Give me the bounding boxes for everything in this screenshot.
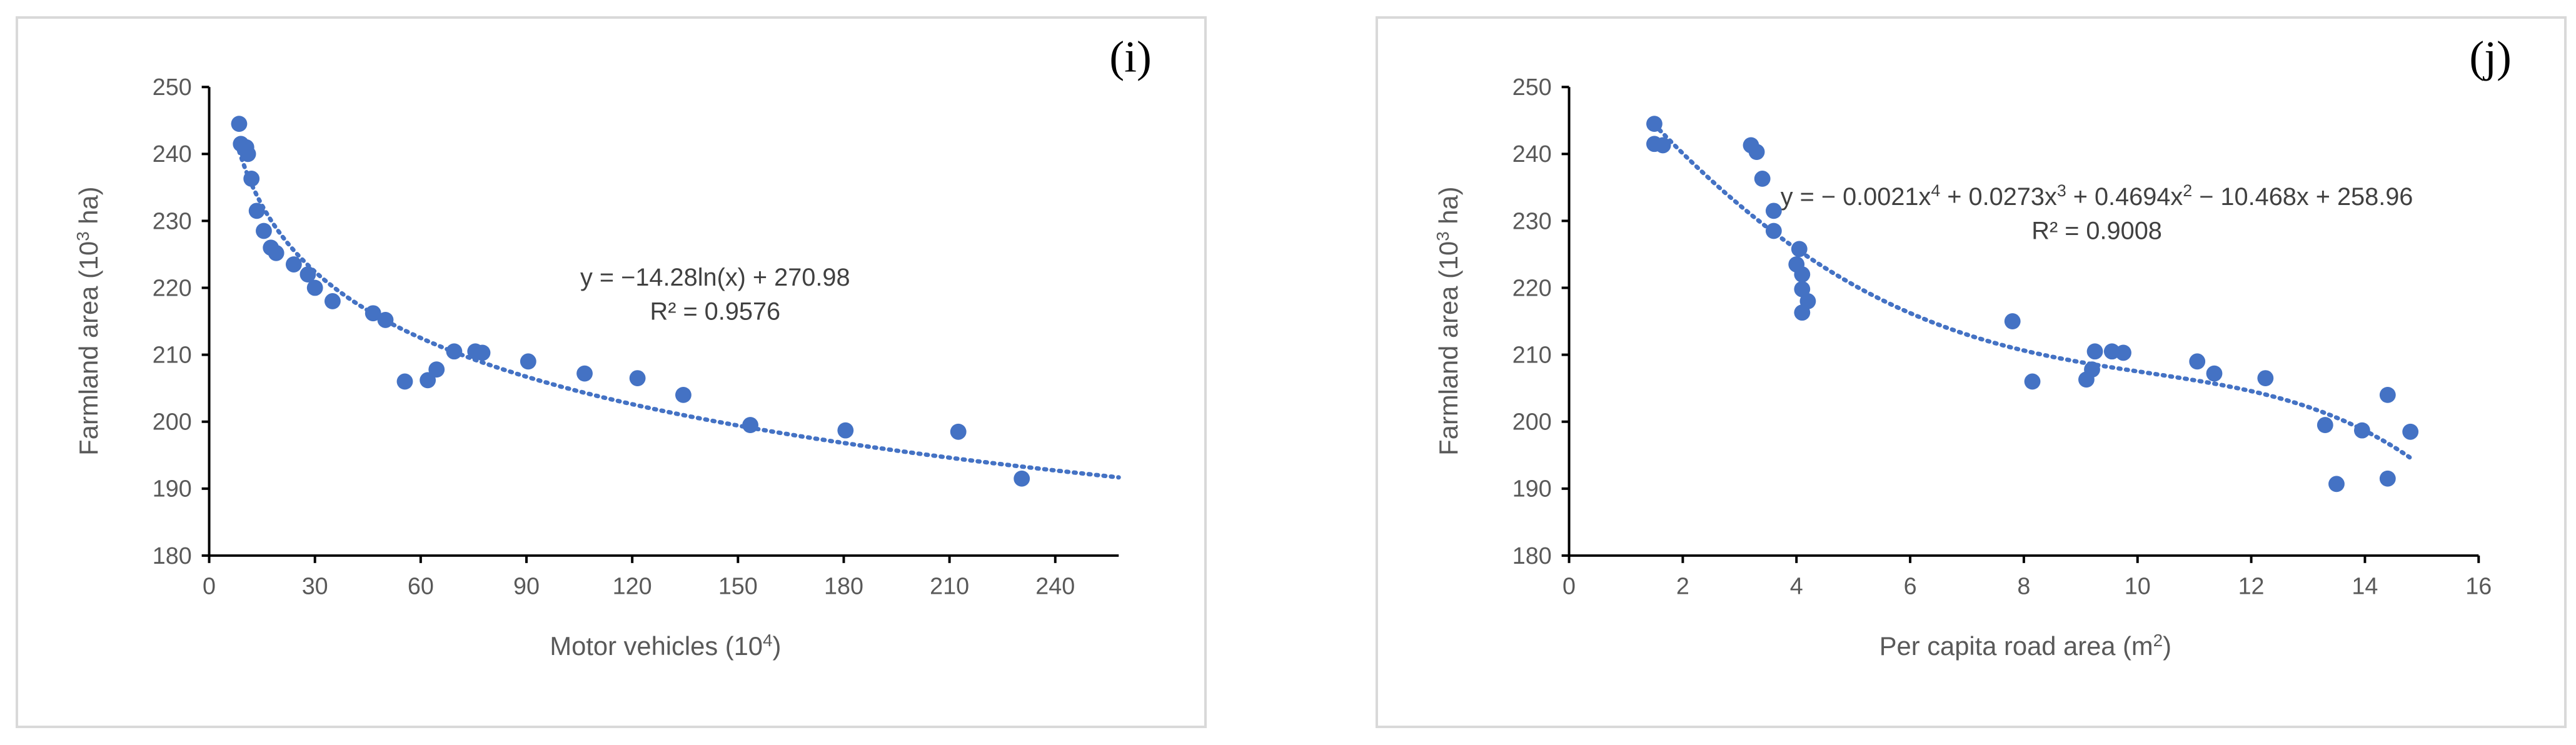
data-point — [2379, 386, 2396, 403]
trendline-equation: y = −14.28ln(x) + 270.98 — [580, 264, 850, 291]
data-point — [2206, 365, 2223, 382]
data-point — [2024, 373, 2041, 390]
x-tick-label: 4 — [1790, 572, 1803, 599]
x-tick-label: 10 — [2125, 572, 2151, 599]
chart-panel-j: (j) Per capita road area (m2) Farmland a… — [1376, 16, 2567, 728]
data-point — [1791, 241, 1808, 258]
data-point — [1654, 137, 1671, 154]
data-point — [268, 244, 284, 261]
x-tick-label: 14 — [2352, 572, 2378, 599]
trendline-equation: y = − 0.0021x4 + 0.0273x3 + 0.4694x2 − 1… — [1781, 181, 2413, 211]
x-axis-title: Motor vehicles (104) — [550, 631, 781, 661]
y-tick-label: 250 — [153, 74, 192, 100]
data-point — [742, 417, 758, 433]
x-tick-label: 210 — [930, 572, 969, 599]
data-point — [324, 293, 341, 309]
x-tick-label: 0 — [203, 572, 216, 599]
y-tick-label: 250 — [1512, 74, 1552, 100]
y-tick-label: 240 — [153, 141, 192, 167]
chart-panel-i: (i) Motor vehicles (104) Farmland area (… — [16, 16, 1207, 728]
data-point — [396, 373, 413, 390]
data-point — [2317, 417, 2333, 433]
data-point — [1754, 171, 1771, 187]
y-tick-label: 180 — [1512, 542, 1552, 569]
x-tick-label: 30 — [302, 572, 328, 599]
y-tick-label: 220 — [1512, 274, 1552, 301]
data-point — [1646, 116, 1663, 132]
y-tick-label: 180 — [153, 542, 192, 569]
y-tick-label: 210 — [153, 342, 192, 368]
x-tick-label: 150 — [718, 572, 758, 599]
data-point — [837, 422, 854, 439]
data-point — [629, 370, 646, 387]
data-point — [2086, 343, 2103, 360]
data-point — [377, 312, 394, 328]
data-point — [2004, 313, 2021, 329]
data-point — [248, 202, 265, 219]
y-tick-label: 230 — [153, 208, 192, 234]
data-point — [2084, 361, 2100, 378]
panel-label: (j) — [2469, 32, 2511, 81]
x-axis-title: Per capita road area (m2) — [1879, 631, 2171, 661]
data-point — [256, 222, 272, 239]
x-tick-label: 16 — [2465, 572, 2492, 599]
data-point — [285, 256, 302, 272]
data-point — [420, 372, 436, 389]
y-tick-label: 190 — [153, 476, 192, 502]
data-point — [306, 279, 323, 296]
data-point — [1794, 266, 1811, 283]
trendline — [1652, 122, 2413, 461]
data-point — [428, 361, 445, 378]
r-squared-label: R² = 0.9008 — [2031, 218, 2162, 245]
y-tick-label: 230 — [1512, 208, 1552, 234]
data-point — [1765, 202, 1782, 219]
y-tick-label: 190 — [1512, 476, 1552, 502]
x-tick-label: 240 — [1035, 572, 1075, 599]
data-point — [520, 353, 536, 370]
y-tick-label: 200 — [153, 409, 192, 435]
data-point — [2379, 470, 2396, 487]
data-point — [1014, 470, 1030, 487]
data-point — [2115, 344, 2131, 361]
data-point — [2402, 423, 2419, 440]
y-tick-label: 220 — [153, 274, 192, 301]
data-point — [1748, 144, 1765, 161]
y-tick-label: 240 — [1512, 141, 1552, 167]
x-tick-label: 180 — [824, 572, 863, 599]
x-tick-label: 0 — [1562, 572, 1576, 599]
r-squared-label: R² = 0.9576 — [650, 298, 781, 326]
data-point — [576, 365, 593, 382]
data-point — [243, 171, 260, 187]
data-point — [950, 423, 967, 440]
data-point — [239, 146, 256, 162]
data-point — [2353, 422, 2370, 439]
data-point — [1765, 222, 1782, 239]
y-axis-title: Farmland area (103 ha) — [73, 186, 103, 455]
scatter-chart-motor-vehicles: (i) Motor vehicles (104) Farmland area (… — [73, 32, 1152, 661]
x-tick-label: 8 — [2017, 572, 2030, 599]
x-tick-label: 6 — [1904, 572, 1917, 599]
x-tick-label: 2 — [1676, 572, 1689, 599]
data-point — [2189, 353, 2206, 370]
y-tick-label: 210 — [1512, 342, 1552, 368]
data-point — [231, 116, 248, 132]
x-tick-label: 60 — [408, 572, 434, 599]
data-point — [1794, 304, 1811, 321]
x-tick-label: 90 — [513, 572, 540, 599]
data-point — [2328, 476, 2345, 492]
data-point — [1794, 281, 1811, 298]
scatter-chart-road-area: (j) Per capita road area (m2) Farmland a… — [1433, 32, 2512, 661]
data-point — [365, 305, 381, 322]
data-point — [446, 343, 463, 360]
data-point — [299, 266, 316, 283]
y-tick-label: 200 — [1512, 409, 1552, 435]
y-axis-title: Farmland area (103 ha) — [1433, 186, 1463, 455]
data-point — [474, 344, 491, 361]
x-tick-label: 12 — [2238, 572, 2265, 599]
x-tick-label: 120 — [613, 572, 652, 599]
panel-label: (i) — [1109, 32, 1151, 81]
data-point — [2257, 370, 2274, 387]
data-point — [675, 386, 692, 403]
